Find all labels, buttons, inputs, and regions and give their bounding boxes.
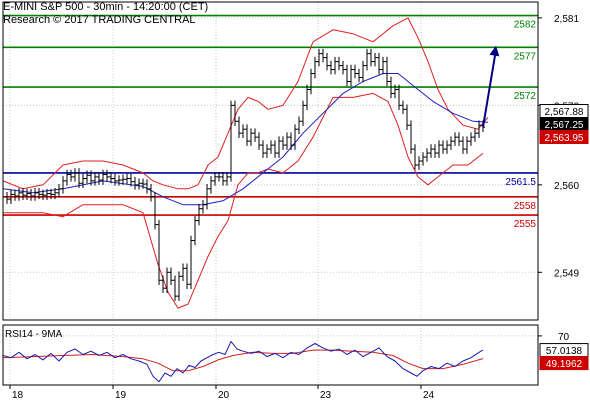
rsi-line xyxy=(2,340,484,383)
level-label-2577: 2577 xyxy=(514,51,537,62)
moving-average-line xyxy=(2,73,489,206)
rsi-tag-red-box xyxy=(539,356,589,371)
rsi-y-tick-label: 70 xyxy=(558,332,570,343)
y-tick-label: 2,549 xyxy=(554,268,579,279)
price-tag-red-box xyxy=(539,130,589,144)
forecast-arrow-head xyxy=(489,45,500,57)
bollinger-upper-band xyxy=(2,17,489,190)
chart-title: E-MINI S&P 500 - 30min - 14:20:00 (CET) xyxy=(3,1,209,13)
main-plot-border xyxy=(2,1,539,321)
y-tick-label: 2,581 xyxy=(554,14,579,25)
level-label-2555: 2555 xyxy=(514,219,537,230)
x-tick-label: 20 xyxy=(218,390,230,400)
level-label-2572: 2572 xyxy=(514,91,537,102)
bollinger-lower-band xyxy=(3,92,484,309)
x-tick-label: 19 xyxy=(115,390,127,400)
price-tag-red: 2,563.95 xyxy=(545,133,584,144)
rsi-tag-red: 49.1962 xyxy=(546,359,583,370)
chart-credit: Research © 2017 TRADING CENTRAL xyxy=(3,14,196,26)
level-label-2582: 2582 xyxy=(514,20,537,31)
price-tag-white: 2,567.88 xyxy=(545,107,584,118)
rsi-plot-border xyxy=(2,324,539,386)
level-label-2561.5: 2561.5 xyxy=(505,177,536,188)
forecast-arrow-shaft xyxy=(482,49,497,128)
rsi-ma-line xyxy=(2,349,484,372)
rsi-tag-white: 57.0138 xyxy=(546,346,583,357)
x-tick-label: 18 xyxy=(12,390,24,400)
x-tick-label: 24 xyxy=(423,390,435,400)
x-tick-label: 23 xyxy=(320,390,332,400)
level-label-2558: 2558 xyxy=(514,201,537,212)
y-tick-label: 2,560 xyxy=(554,181,579,192)
rsi-title: RSI14 - 9MA xyxy=(5,329,63,340)
price-tag-black: 2,567.25 xyxy=(545,120,584,131)
